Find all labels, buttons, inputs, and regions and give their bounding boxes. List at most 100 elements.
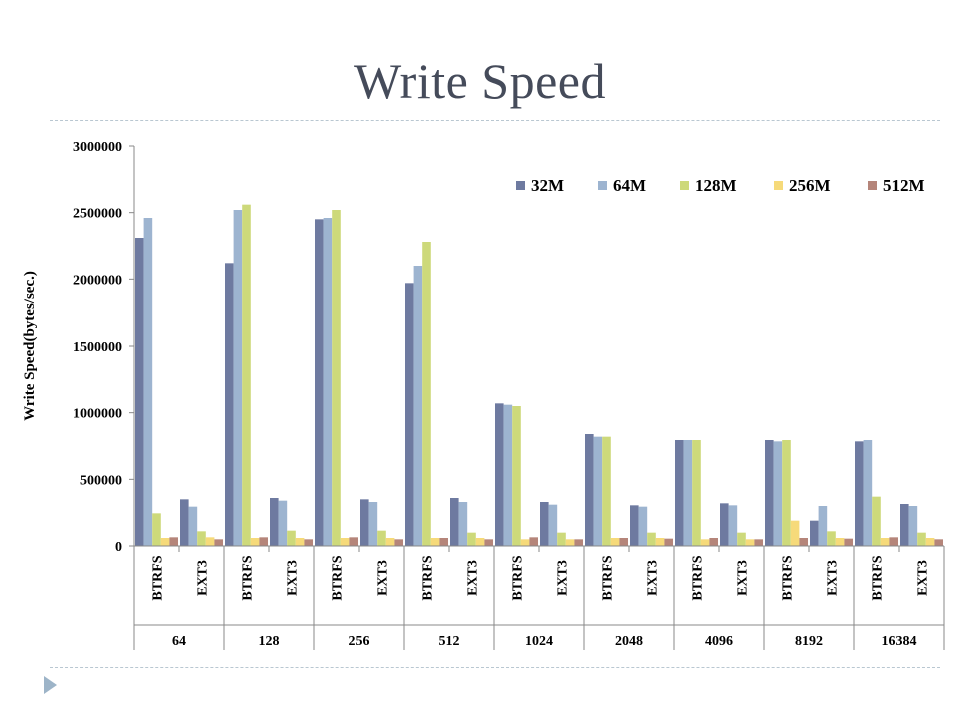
bar	[925, 538, 935, 546]
group-label: 128	[259, 634, 280, 649]
group-label: 512	[439, 634, 460, 649]
x-tick-label: BTRFS	[421, 555, 436, 600]
x-tick-label: BTRFS	[331, 555, 346, 600]
bar	[790, 520, 800, 546]
bar	[458, 502, 468, 546]
bar	[548, 504, 558, 546]
bar	[152, 513, 161, 546]
bar	[683, 440, 693, 546]
bar	[439, 538, 448, 546]
bar	[205, 537, 215, 546]
y-axis-label: Write Speed(bytes/sec.)	[22, 271, 38, 421]
bar	[270, 498, 279, 546]
bar	[585, 434, 594, 546]
bar	[512, 406, 521, 546]
legend-swatch	[868, 181, 877, 190]
bar	[360, 499, 369, 546]
bar	[900, 504, 909, 546]
bar	[332, 210, 341, 546]
bar	[160, 538, 170, 546]
bar	[565, 539, 575, 546]
x-tick-label: BTRFS	[601, 555, 616, 600]
bar	[889, 537, 898, 546]
bar	[484, 539, 493, 546]
x-tick-label: BTRFS	[691, 555, 706, 600]
bar	[818, 506, 828, 546]
bar	[520, 539, 530, 546]
bar	[250, 538, 260, 546]
group-label: 64	[172, 634, 186, 649]
bar	[385, 538, 395, 546]
group-label: 256	[349, 634, 370, 649]
bar	[934, 539, 943, 546]
bar	[214, 539, 223, 546]
bar	[675, 440, 684, 546]
bar	[467, 532, 476, 546]
legend-label: 32M	[531, 176, 564, 195]
group-label: 16384	[882, 634, 917, 649]
bar	[323, 218, 333, 546]
triangle-bullet-icon	[44, 676, 57, 694]
legend-label: 512M	[883, 176, 925, 195]
bar	[169, 537, 178, 546]
x-tick-label: BTRFS	[151, 555, 166, 600]
bar	[349, 537, 358, 546]
bar	[709, 538, 718, 546]
bar	[863, 440, 873, 546]
bar	[529, 537, 538, 546]
bar	[619, 538, 628, 546]
bar	[692, 440, 701, 546]
y-tick-label: 1500000	[73, 340, 122, 355]
bar	[745, 539, 755, 546]
bar	[557, 532, 566, 546]
bar	[574, 539, 583, 546]
bar	[610, 538, 620, 546]
legend-label: 64M	[613, 176, 646, 195]
x-tick-label: BTRFS	[241, 555, 256, 600]
bar	[340, 538, 350, 546]
bar	[143, 218, 153, 546]
legend-swatch	[516, 181, 525, 190]
x-tick-label: EXT3	[556, 560, 571, 596]
y-tick-label: 2000000	[73, 273, 122, 288]
bar	[242, 204, 251, 546]
bar	[377, 530, 386, 546]
bar	[602, 436, 611, 546]
bar	[855, 441, 864, 546]
bar	[394, 539, 403, 546]
bar	[844, 538, 853, 546]
x-tick-label: EXT3	[466, 560, 481, 596]
bar	[225, 263, 234, 546]
group-label: 2048	[615, 634, 643, 649]
bar	[135, 238, 144, 546]
bar	[728, 505, 738, 546]
bar	[304, 539, 313, 546]
bar	[405, 283, 414, 546]
x-tick-label: BTRFS	[511, 555, 526, 600]
x-tick-label: EXT3	[916, 560, 931, 596]
legend: 32M 64M 128M 256M 512M	[516, 176, 925, 195]
group-label: 1024	[525, 634, 553, 649]
bar	[638, 506, 648, 546]
bar	[754, 539, 763, 546]
bar	[720, 503, 729, 546]
bar	[647, 532, 656, 546]
bar	[630, 505, 639, 546]
slide-title: Write Speed	[353, 53, 606, 109]
bar	[368, 502, 378, 546]
bar	[835, 538, 845, 546]
x-tick-label: BTRFS	[781, 555, 796, 600]
bar	[475, 538, 485, 546]
bar	[413, 266, 423, 546]
legend-swatch	[680, 181, 689, 190]
bar	[233, 210, 243, 546]
bar	[655, 538, 665, 546]
y-tick-label: 0	[115, 540, 122, 555]
bar	[188, 506, 198, 546]
bar	[503, 404, 513, 546]
group-label: 4096	[705, 634, 733, 649]
bar	[495, 403, 504, 546]
legend-label: 128M	[695, 176, 737, 195]
bar	[278, 500, 288, 546]
